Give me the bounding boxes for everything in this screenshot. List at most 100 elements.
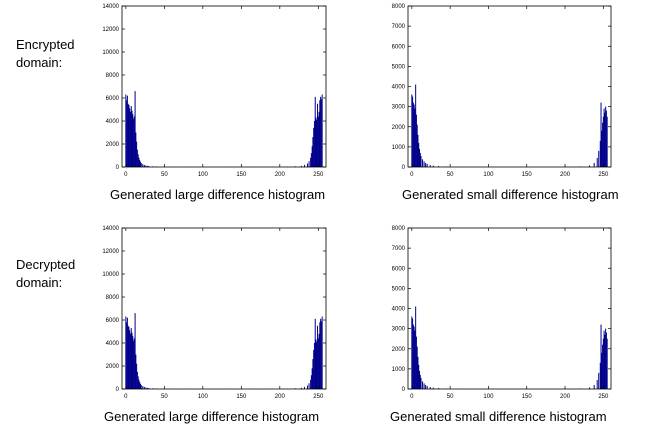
histogram-bar	[602, 344, 604, 389]
histogram-bar	[412, 96, 414, 167]
histogram-bar	[139, 160, 141, 167]
x-tick-label: 100	[198, 394, 209, 400]
y-tick-label: 10000	[102, 272, 119, 278]
histogram-bar	[143, 164, 145, 167]
y-tick-label: 8000	[392, 226, 406, 232]
chart-svg: 0 50 100 150 200 250 0 2000 4000 6000 8000 10000 120…	[102, 226, 327, 400]
x-tick-label: 0	[124, 172, 128, 178]
y-tick-label: 4000	[392, 307, 406, 313]
histogram-decrypted-small: 0 50 100 150 200 250 0 1000 2000 3000 4000 5000 6000…	[392, 226, 612, 400]
histogram-bar	[145, 387, 147, 389]
histogram-bar	[137, 376, 139, 389]
histogram-bar	[425, 162, 427, 167]
y-tick-label: 12000	[102, 27, 119, 33]
histogram-bar	[320, 96, 322, 167]
histogram-bar	[596, 379, 598, 389]
histogram-bar	[314, 96, 316, 167]
histogram-bar	[605, 328, 607, 390]
histogram-bar	[148, 388, 150, 389]
histogram-bar	[134, 91, 136, 167]
histogram-bar	[136, 149, 138, 167]
histogram-bar	[418, 142, 420, 167]
histogram-bar	[593, 384, 595, 389]
y-tick-label: 0	[116, 387, 120, 393]
histogram-bar	[418, 370, 420, 389]
x-tick-label: 250	[598, 172, 609, 178]
caption-decrypted-large: Generated large difference histogram	[104, 409, 320, 424]
caption-decrypted-small: Generated small difference histogram	[390, 409, 607, 424]
histogram-bar	[418, 148, 420, 167]
histogram-bar	[312, 137, 314, 167]
histogram-bar	[133, 118, 135, 167]
caption-encrypted-large: Generated large difference histogram	[110, 187, 326, 202]
y-tick-label: 6000	[392, 266, 406, 272]
row-label-decrypted: Decrypted domain:	[16, 256, 96, 292]
plot-frame	[407, 5, 612, 168]
histogram-bar	[412, 318, 414, 389]
x-tick-label: 200	[275, 394, 286, 400]
histogram-bar	[598, 372, 600, 389]
histogram-bar	[426, 163, 428, 167]
y-tick-label: 8000	[392, 4, 406, 10]
y-tick-label: 10000	[102, 50, 119, 56]
histogram-bar	[598, 150, 600, 167]
histogram-bar	[603, 330, 605, 389]
y-tick-label: 2000	[392, 347, 406, 353]
histogram-bar	[603, 108, 605, 167]
histogram-bar	[412, 324, 414, 389]
histogram-bar	[125, 316, 127, 389]
histogram-bar	[135, 354, 137, 389]
histogram-bar	[593, 162, 595, 167]
histogram-bar	[604, 334, 606, 389]
y-tick-label: 8000	[106, 295, 120, 301]
histogram-bar	[318, 333, 320, 389]
y-tick-label: 6000	[106, 96, 120, 102]
histogram-bar	[320, 99, 322, 167]
histogram-bar	[132, 114, 134, 167]
histogram-bar	[146, 165, 148, 167]
histogram-bar	[130, 106, 132, 167]
histogram-bar	[126, 322, 128, 389]
y-tick-label: 1000	[392, 145, 406, 151]
histogram-bar	[310, 157, 312, 167]
histogram-bar	[420, 155, 422, 167]
x-tick-label: 200	[560, 172, 571, 178]
histogram-bar	[417, 134, 419, 167]
histogram-bar	[311, 368, 313, 389]
histogram-bar	[316, 341, 318, 389]
histogram-bar	[138, 379, 140, 389]
histogram-bar	[605, 332, 607, 389]
histogram-bar	[417, 356, 419, 389]
y-tick-label: 4000	[392, 85, 406, 91]
x-tick-label: 50	[161, 394, 168, 400]
x-tick-label: 250	[313, 394, 324, 400]
histogram-bar	[145, 165, 147, 167]
histogram-bar	[129, 108, 131, 167]
histogram-bar	[596, 157, 598, 167]
histogram-bar	[599, 140, 601, 167]
x-tick-label: 150	[236, 172, 247, 178]
histogram-bar	[432, 387, 434, 389]
histogram-bar	[413, 326, 415, 389]
y-tick-label: 0	[402, 387, 406, 393]
histogram-bar	[137, 154, 139, 167]
histogram-bar	[319, 322, 321, 389]
plot-frame	[407, 227, 612, 390]
histogram-bar	[310, 153, 312, 167]
histogram-bar	[321, 94, 323, 167]
histogram-encrypted-small: 0 50 100 150 200 250 0 1000 2000 3000 4000 5000 6000…	[392, 4, 612, 178]
y-tick-label: 7000	[392, 24, 406, 30]
histogram-bar	[139, 161, 141, 167]
histogram-bar	[423, 161, 425, 167]
y-tick-label: 14000	[102, 4, 119, 10]
y-tick-label: 5000	[392, 286, 406, 292]
histogram-bar	[438, 388, 440, 389]
histogram-bar	[142, 386, 144, 390]
histogram-bar	[601, 352, 603, 389]
histogram-bar	[602, 338, 604, 389]
histogram-bar	[414, 330, 416, 389]
histogram-bar	[303, 164, 305, 167]
histogram-bar	[129, 111, 131, 167]
histogram-bar	[589, 165, 591, 167]
y-tick-label: 12000	[102, 249, 119, 255]
